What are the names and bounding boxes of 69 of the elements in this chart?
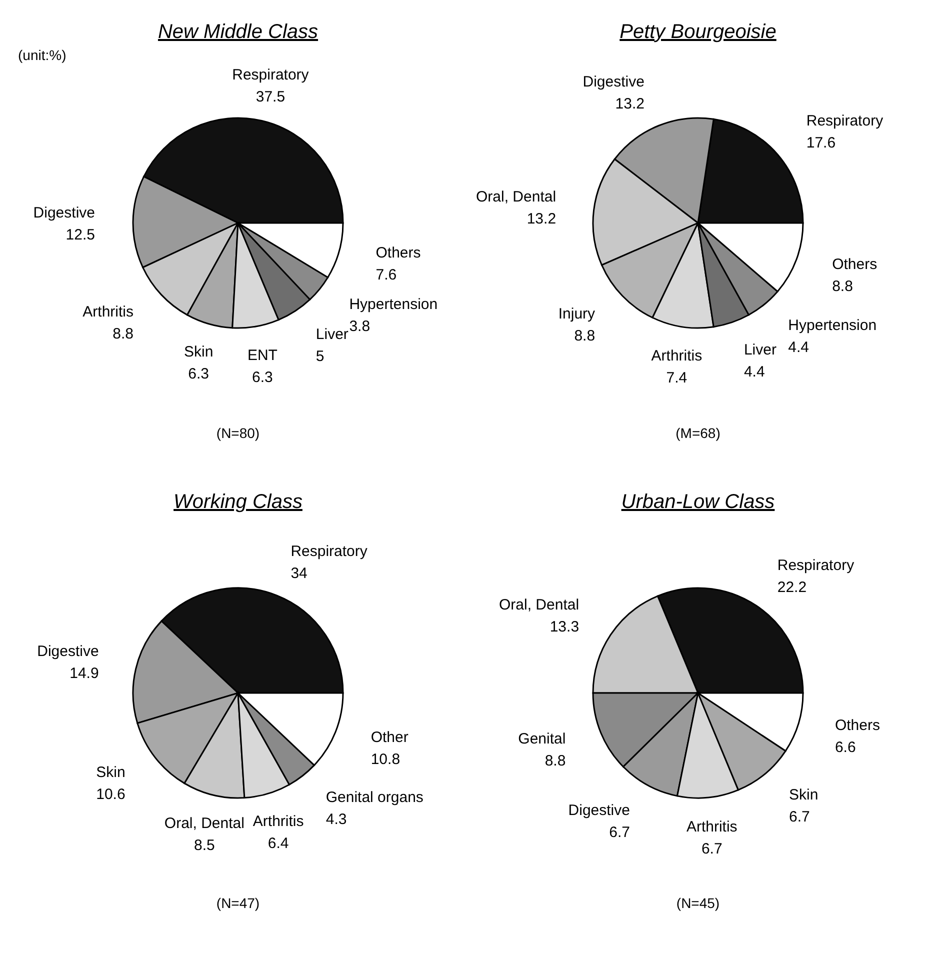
data-label: 13.2: [615, 95, 644, 112]
slice-label: Genital organs: [326, 788, 424, 806]
data-label: 8.8: [544, 752, 566, 770]
data-label: 22.2: [777, 579, 807, 596]
data-label: 4.4: [788, 338, 810, 356]
data-label: 6.4: [268, 835, 289, 852]
slice-label: Genital: [518, 730, 566, 748]
slice-label: Liver: [316, 326, 348, 343]
slice-label: Oral, Dental: [164, 815, 244, 832]
slice-label: ENT: [247, 346, 278, 364]
slice-label: Respiratory: [777, 557, 855, 574]
data-label: 8.8: [832, 278, 853, 295]
data-label: 34: [290, 565, 308, 582]
slice-label: Others: [834, 717, 880, 734]
chart-title: Urban-Low Class: [621, 491, 775, 513]
text: (N=45): [676, 895, 720, 911]
data-label: 4.3: [326, 810, 347, 828]
data-label: 6.7: [789, 808, 810, 826]
data-label: 6.6: [834, 739, 856, 756]
data-label: 17.6: [806, 134, 836, 152]
data-label: 5: [316, 348, 324, 365]
data-label: 12.5: [66, 226, 96, 244]
slice-label: Digestive: [568, 802, 630, 819]
slice-label: Others: [376, 244, 421, 262]
data-label: 8.8: [574, 327, 596, 344]
slice-label: Respiratory: [290, 543, 368, 560]
slice-label: Skin: [96, 764, 126, 782]
data-label: 8.8: [112, 326, 134, 343]
data-label: 7.6: [376, 266, 397, 284]
text: (N=47): [216, 895, 260, 911]
slice-label: Injury: [558, 305, 596, 322]
chart-title: Working Class: [174, 491, 302, 513]
slice-label: Hypertension: [349, 296, 438, 313]
data-label: 7.4: [666, 369, 688, 386]
data-label: 37.5: [256, 88, 286, 106]
text: (M=68): [676, 425, 720, 441]
data-label: 6.3: [188, 365, 210, 382]
slice-label: Arthritis: [82, 304, 134, 321]
text: (N=80): [216, 425, 260, 441]
slice-label: Arthritis: [252, 813, 304, 830]
data-label: 8.5: [194, 837, 215, 854]
data-label: 14.9: [70, 665, 99, 682]
data-label: 6.7: [609, 824, 630, 841]
data-label: 10.8: [370, 750, 400, 768]
slice-label: Digestive: [37, 643, 99, 660]
slice-label: Oral, Dental: [499, 596, 580, 614]
slice-label: Respiratory: [806, 112, 884, 130]
data-label: 13.2: [526, 210, 556, 228]
slice-label: Other: [370, 728, 408, 746]
text: (unit:%): [18, 47, 66, 63]
slice-label: Oral, Dental: [476, 188, 556, 206]
slice-label: Skin: [789, 786, 818, 804]
slice-label: Digestive: [582, 73, 644, 90]
slice-label: Arthritis: [686, 818, 738, 836]
slice-label: Arthritis: [651, 347, 702, 364]
chart-title: New Middle Class: [158, 21, 318, 43]
slice-label: Liver: [744, 341, 776, 358]
slice-label: Respiratory: [232, 66, 310, 84]
data-label: 4.4: [744, 363, 765, 380]
chart-title: Petty Bourgeoisie: [620, 21, 776, 43]
slice-label: Digestive: [33, 204, 96, 222]
data-label: 10.6: [96, 786, 126, 804]
data-label: 6.3: [252, 368, 273, 386]
data-label: 13.3: [550, 618, 580, 636]
data-label: 3.8: [349, 318, 370, 335]
slice-label: Skin: [184, 343, 214, 360]
slice-label: Others: [832, 256, 878, 273]
data-label: 6.7: [701, 840, 722, 858]
slice-label: Hypertension: [788, 316, 877, 334]
